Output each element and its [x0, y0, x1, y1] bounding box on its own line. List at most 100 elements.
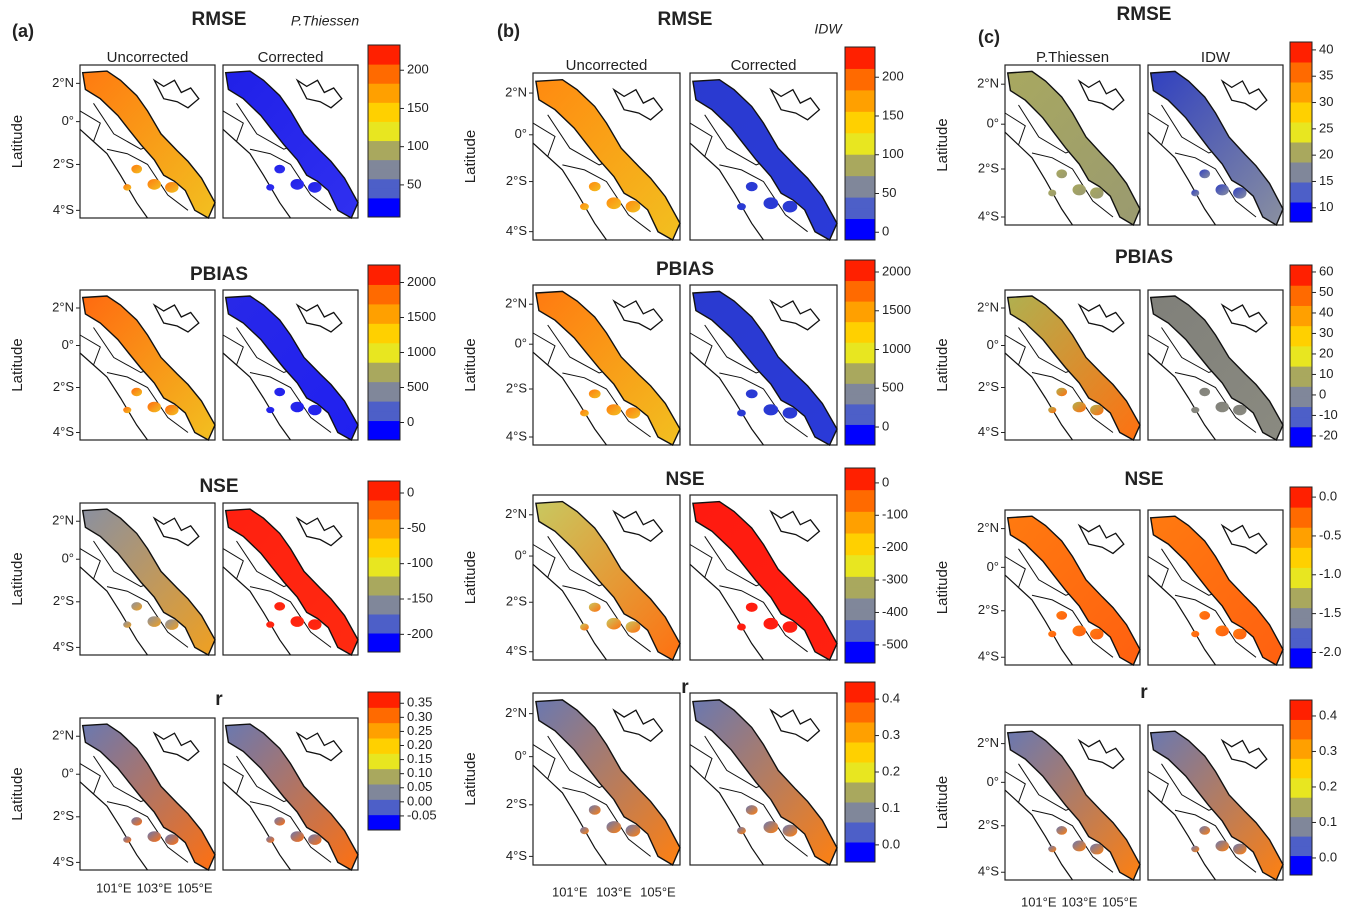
- colorbar-step: [845, 722, 875, 733]
- colorbar-step: [1290, 607, 1312, 619]
- islands: [1220, 523, 1268, 555]
- colorbar-step: [845, 652, 875, 664]
- colorbar-step: [1290, 396, 1312, 408]
- basin: [692, 78, 838, 241]
- basin: [224, 723, 359, 871]
- colorbar-tick-label: -100: [407, 555, 433, 570]
- lat-tick-label: 2°S: [978, 160, 999, 175]
- basin-patch: [1215, 184, 1229, 196]
- row-title: r: [681, 677, 689, 698]
- colorbar-step: [368, 707, 400, 716]
- lat-tick-label: 2°N: [52, 513, 74, 528]
- colorbar-step: [1290, 386, 1312, 397]
- colorbar-step: [368, 294, 400, 305]
- basin-patch: [1048, 189, 1057, 197]
- row-title: r: [1140, 682, 1148, 703]
- colorbar-step: [1290, 275, 1312, 286]
- province-border: [249, 372, 332, 433]
- province-border: [1031, 594, 1114, 658]
- lat-tick-label: 2°S: [53, 156, 74, 171]
- colorbar-step: [1290, 356, 1312, 367]
- colorbar-step: [845, 772, 875, 783]
- province-border: [1004, 556, 1026, 588]
- basin-patch: [266, 184, 275, 191]
- colorbar-step: [1290, 52, 1312, 63]
- basin-patch: [1048, 406, 1057, 414]
- colorbar-step: [368, 73, 400, 84]
- colorbar-step: [368, 178, 400, 189]
- colorbar-step: [1290, 122, 1312, 133]
- colorbar-step: [1290, 376, 1312, 387]
- colorbar-tick-label: 0: [407, 484, 414, 499]
- lat-tick-label: 0°: [515, 547, 527, 562]
- colorbar-tick-label: 0.3: [882, 727, 900, 742]
- colorbar-step: [1290, 315, 1312, 327]
- islands: [612, 299, 664, 331]
- province-border: [249, 586, 332, 648]
- province-border: [1147, 556, 1169, 588]
- colorbar-step: [1290, 82, 1312, 93]
- basin-patch: [147, 401, 161, 413]
- colorbar-tick-label: 1000: [407, 344, 436, 359]
- colorbar-step: [368, 197, 400, 208]
- colorbar-step: [845, 186, 875, 198]
- lat-tick-label: 2°N: [977, 76, 999, 91]
- colorbar-step: [368, 538, 400, 548]
- lon-tick-label: 101°E: [1021, 894, 1057, 909]
- y-axis-label: Latitude: [462, 551, 479, 604]
- basin-patch: [1199, 169, 1211, 179]
- lat-tick-label: 2°N: [52, 728, 74, 743]
- colorbar-tick-label: 40: [1319, 304, 1333, 319]
- colorbar-step: [368, 159, 400, 170]
- y-axis-label: Latitude: [934, 776, 951, 829]
- colorbar-step: [845, 280, 875, 292]
- colorbar-step: [845, 197, 875, 209]
- colorbar-step: [845, 641, 875, 653]
- province-border: [1174, 152, 1257, 218]
- lat-tick-label: 4°S: [506, 643, 527, 658]
- basin-patch: [165, 182, 179, 193]
- colorbar-step: [845, 752, 875, 763]
- basin-patch: [606, 821, 622, 834]
- province-border: [106, 148, 189, 211]
- basin: [224, 508, 359, 656]
- colorbar-step: [1290, 700, 1312, 711]
- coastline: [222, 781, 291, 871]
- panel-label: (b): [497, 21, 520, 41]
- basin: [1006, 70, 1141, 227]
- colorbar-tick-label: 0: [882, 474, 889, 489]
- colorbar-step: [845, 290, 875, 302]
- colorbar-step: [1290, 537, 1312, 548]
- islands: [152, 731, 200, 762]
- colorbar-step: [845, 500, 875, 512]
- colorbar-step: [845, 352, 875, 364]
- row-title: r: [215, 689, 223, 710]
- colorbar-step: [1290, 142, 1312, 153]
- basin: [224, 70, 359, 219]
- colorbar-tick-label: 0.4: [1319, 707, 1337, 722]
- basin-patch: [1215, 401, 1229, 413]
- islands: [612, 708, 664, 742]
- colorbar-step: [1290, 42, 1312, 53]
- coastline: [79, 352, 148, 441]
- colorbar-outline: [1289, 264, 1313, 448]
- colorbar-step: [845, 122, 875, 134]
- colorbar-step: [368, 140, 400, 151]
- colorbar-step: [845, 164, 875, 177]
- colorbar-step: [845, 598, 875, 610]
- coastline: [1004, 131, 1073, 226]
- islands: [769, 708, 821, 742]
- colorbar-step: [368, 111, 400, 122]
- coastline: [222, 566, 291, 656]
- province-border: [562, 164, 651, 233]
- colorbar-step: [368, 420, 400, 431]
- basin-patch: [147, 831, 161, 842]
- colorbar-step: [1290, 285, 1312, 296]
- province-border: [1147, 771, 1169, 803]
- colorbar-tick-label: -0.05: [407, 807, 437, 822]
- basin: [1149, 70, 1284, 227]
- y-axis-label: Latitude: [462, 752, 479, 805]
- colorbar-tick-label: -1.5: [1319, 605, 1341, 620]
- colorbar-step: [1290, 826, 1312, 837]
- islands: [612, 509, 664, 542]
